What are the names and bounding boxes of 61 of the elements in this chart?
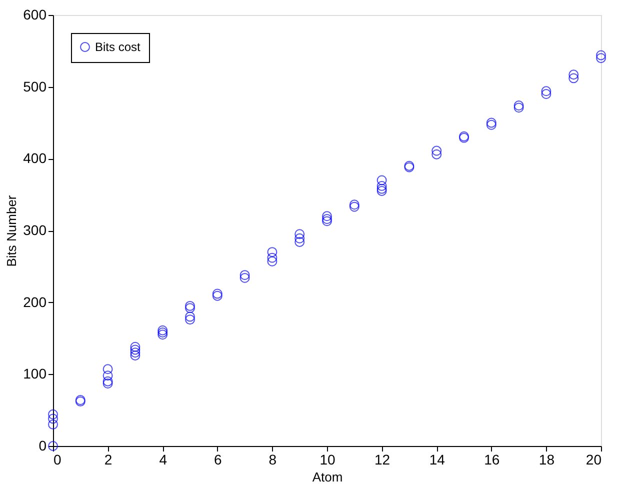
x-tick-label: 16 bbox=[484, 452, 500, 468]
point bbox=[568, 70, 579, 80]
point bbox=[102, 376, 113, 386]
point bbox=[376, 186, 387, 196]
point bbox=[240, 270, 250, 280]
x-axis-title: Atom bbox=[312, 470, 343, 484]
x-tick-label: 6 bbox=[214, 452, 222, 468]
legend-label: Bits cost bbox=[95, 40, 142, 54]
point bbox=[185, 303, 195, 314]
y-tick-label: 400 bbox=[23, 150, 47, 166]
point bbox=[130, 350, 140, 360]
point bbox=[432, 149, 442, 160]
point bbox=[267, 252, 278, 263]
point bbox=[267, 256, 278, 266]
point bbox=[322, 211, 332, 222]
point bbox=[185, 312, 195, 322]
point bbox=[48, 414, 58, 424]
point bbox=[514, 100, 524, 110]
point bbox=[48, 409, 58, 420]
point bbox=[185, 300, 195, 311]
point bbox=[541, 86, 552, 96]
point bbox=[267, 247, 278, 258]
point bbox=[376, 181, 387, 191]
x-tick-label: 4 bbox=[159, 452, 168, 468]
point bbox=[130, 342, 140, 352]
x-tick-label: 20 bbox=[586, 452, 602, 468]
point bbox=[596, 50, 606, 60]
x-tick-label: 12 bbox=[374, 452, 390, 468]
point bbox=[294, 229, 305, 240]
x-tick-label: 8 bbox=[268, 452, 277, 468]
x-tick-label: 2 bbox=[104, 452, 112, 468]
y-tick-label: 500 bbox=[23, 78, 47, 94]
point bbox=[158, 328, 168, 338]
point bbox=[432, 146, 442, 156]
point bbox=[185, 314, 195, 325]
point bbox=[130, 348, 140, 358]
point bbox=[48, 419, 58, 430]
point bbox=[294, 233, 305, 244]
point bbox=[541, 89, 552, 99]
point bbox=[102, 364, 113, 374]
point bbox=[376, 184, 387, 194]
y-axis-title: Bits Number bbox=[4, 194, 20, 267]
point bbox=[294, 237, 305, 247]
y-tick-label: 100 bbox=[23, 366, 47, 382]
point bbox=[376, 175, 387, 186]
x-tick-label: 10 bbox=[320, 452, 336, 468]
y-tick-label: 600 bbox=[23, 6, 47, 22]
point bbox=[322, 214, 332, 224]
point bbox=[514, 102, 524, 113]
y-tick-label: 0 bbox=[38, 438, 47, 454]
point bbox=[240, 272, 250, 283]
point bbox=[130, 344, 140, 355]
point bbox=[568, 73, 579, 84]
point bbox=[596, 53, 606, 64]
x-tick-label: 18 bbox=[538, 452, 555, 468]
x-tick-label: 14 bbox=[429, 452, 446, 468]
y-tick-label: 300 bbox=[23, 222, 47, 238]
point bbox=[102, 378, 113, 388]
x-tick-label: 0 bbox=[54, 452, 62, 468]
y-tick-label: 200 bbox=[23, 294, 47, 310]
point bbox=[102, 370, 113, 381]
